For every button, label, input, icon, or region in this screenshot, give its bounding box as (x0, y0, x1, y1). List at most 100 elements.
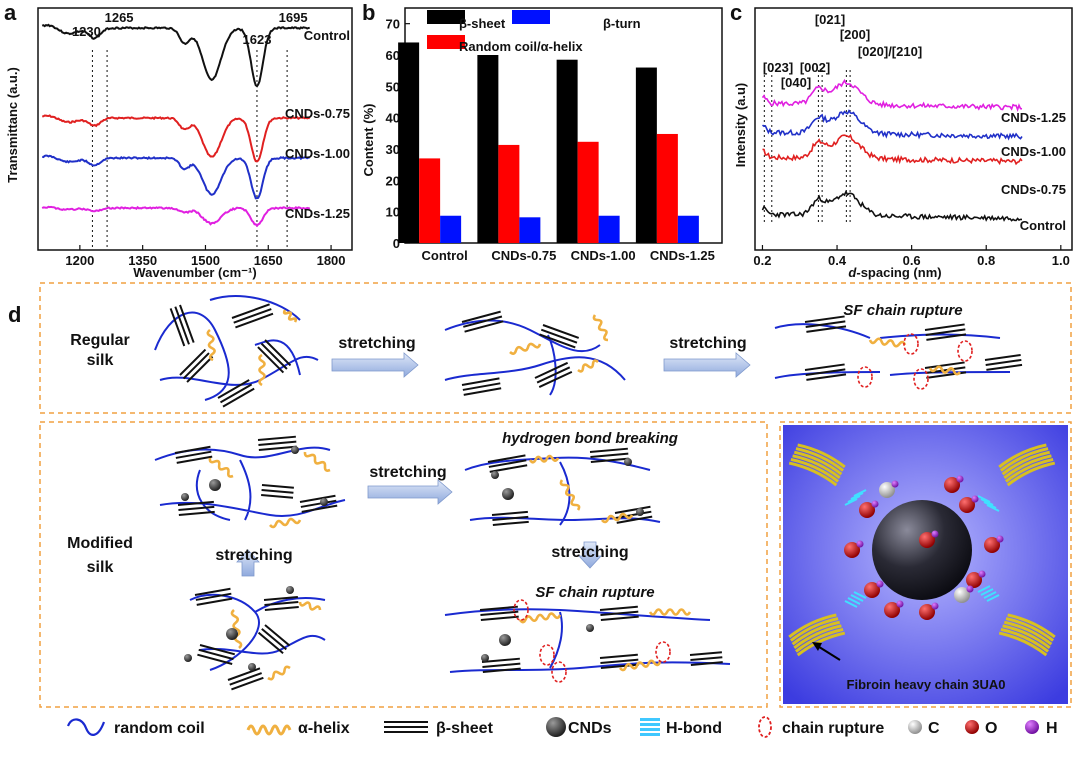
legend-c: C (928, 720, 940, 737)
stretching-arrow (331, 352, 419, 378)
fibroin-strand (1005, 617, 1055, 642)
beta-sheet-strand (169, 308, 186, 347)
beta-sheet-strand (264, 601, 299, 606)
beta-sheet-bundle (487, 454, 528, 473)
content-legend-swatch (512, 10, 550, 24)
content-bar (419, 158, 441, 243)
modified-silk-label-1: Modified (67, 535, 133, 552)
xrd-series-line (761, 189, 1022, 222)
content-bar (577, 141, 599, 243)
beta-sheet-bundle (461, 377, 502, 396)
beta-sheet-bundle (197, 644, 236, 665)
fibroin-strand (797, 443, 846, 469)
beta-sheet-strand (261, 493, 294, 499)
beta-sheet-strand (491, 510, 528, 516)
chain-rupture-mark (539, 644, 555, 666)
modified-silk-box (39, 421, 768, 708)
beta-sheet-strand (176, 455, 213, 464)
beta-sheet-strand (199, 644, 236, 656)
beta-sheet-strand (600, 615, 639, 621)
content-bar (598, 215, 620, 243)
alpha-helix (208, 457, 234, 478)
beta-sheet-strand (462, 382, 501, 391)
stretching-label-4: stretching (551, 544, 628, 561)
beta-sheet-strand (985, 358, 1022, 366)
beta-sheet-strand (179, 348, 207, 376)
ftir-y-axis-label: Transmittanc (a.u.) (5, 67, 20, 183)
beta-sheet-strand (233, 308, 272, 324)
h-bond-dash (983, 591, 997, 599)
content-legend-swatch (427, 35, 465, 49)
beta-sheet-strand (463, 387, 502, 396)
alpha-helix (559, 479, 581, 511)
beta-sheet-strand (599, 605, 638, 611)
chain-rupture-mark (655, 641, 671, 663)
cnd-particle (291, 446, 299, 454)
h-bond-dash (847, 495, 861, 503)
fibroin-strand (1002, 624, 1051, 649)
beta-sheet-strand (986, 363, 1023, 371)
beta-sheet-bundle (599, 605, 639, 621)
alpha-helix (282, 309, 298, 323)
beta-sheet-strand (599, 653, 638, 659)
legend-cnds-icon (546, 717, 566, 737)
fibroin-pointer-head (812, 642, 822, 651)
regular-silk-box (39, 282, 1072, 414)
content-y-tick-label: 0 (393, 236, 400, 251)
beta-sheet-bundle (174, 445, 213, 464)
cnd-particle (209, 479, 221, 491)
beta-sheet-bundle (299, 494, 338, 513)
beta-sheet-strand (300, 499, 337, 508)
hydrogen-atom (931, 602, 939, 610)
beta-sheet-strand (487, 454, 526, 463)
cnd-particle (481, 654, 489, 662)
atom-ball (879, 482, 895, 498)
beta-sheet-bundle (689, 651, 723, 666)
chain-rupture-mark (857, 366, 873, 388)
random-coil (154, 446, 346, 521)
beta-sheet-strand (482, 667, 521, 673)
beta-sheet-strand (264, 606, 299, 611)
regular-silk-label-1: Regular (70, 332, 130, 349)
h-bond-dash (850, 594, 864, 602)
content-y-tick-label: 50 (386, 79, 400, 94)
ftir-x-tick-label: 1650 (254, 253, 283, 268)
stretching-arrow (367, 479, 453, 505)
beta-sheet-strand (461, 377, 500, 386)
beta-sheet-strand (984, 353, 1021, 361)
beta-sheet-strand (227, 667, 261, 681)
beta-sheet-strand (481, 657, 520, 663)
fibroin-strand (1001, 450, 1051, 476)
h-bond-dash (853, 591, 867, 599)
hydrogen-atom (996, 535, 1004, 543)
beta-sheet-bundle (534, 361, 573, 388)
legend-h: H (1046, 720, 1058, 737)
ftir-marker-label: 1623 (243, 32, 272, 47)
h-bond-dash (850, 492, 864, 500)
fibroin-molecule-model (783, 425, 1068, 704)
beta-sheet-strand (489, 464, 528, 473)
content-y-tick-label: 40 (386, 111, 400, 126)
beta-sheet-strand (174, 306, 190, 345)
fibroin-strand (998, 443, 1047, 469)
beta-sheet-strand (924, 323, 965, 331)
content-y-tick-label: 70 (386, 17, 400, 32)
legend-hbond-icon (640, 728, 660, 731)
stretching-arrow (578, 541, 602, 569)
beta-sheet-strand (482, 662, 521, 668)
beta-sheet-strand (186, 355, 214, 383)
xrd-x-tick-label: 0.4 (828, 253, 847, 268)
legend-chain-rupture: chain rupture (782, 720, 884, 737)
beta-sheet-strand (264, 339, 292, 367)
alpha-helix (303, 451, 331, 472)
stretching-label-1: stretching (338, 335, 415, 352)
beta-sheet-strand (804, 315, 845, 323)
beta-sheet-strand (925, 328, 966, 336)
xrd-series-label: CNDs-1.25 (1001, 110, 1066, 125)
content-legend-label: Random coil/α-helix (459, 39, 583, 54)
beta-sheet-strand (178, 505, 215, 511)
content-y-tick-label: 10 (386, 205, 400, 220)
hydrogen-atom (871, 500, 879, 508)
beta-sheet-strand (804, 363, 845, 371)
atom-ball (959, 497, 975, 513)
